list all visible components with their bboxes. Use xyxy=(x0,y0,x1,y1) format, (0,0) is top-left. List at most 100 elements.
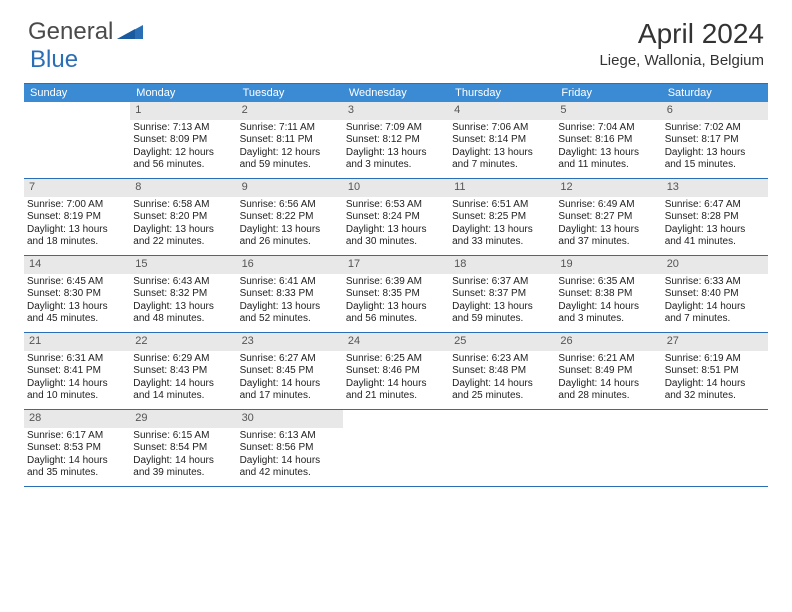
day-body xyxy=(24,120,130,126)
weekday-friday: Friday xyxy=(555,84,661,102)
day-line: Daylight: 14 hours xyxy=(27,378,127,391)
day-line: and 56 minutes. xyxy=(133,159,233,172)
day-line: Daylight: 12 hours xyxy=(133,147,233,160)
day-line: Sunrise: 6:23 AM xyxy=(452,353,552,366)
day-line: and 30 minutes. xyxy=(346,236,446,249)
day-line: and 32 minutes. xyxy=(665,390,765,403)
day-line: Sunset: 8:54 PM xyxy=(133,442,233,455)
day-number: 25 xyxy=(449,333,555,351)
day-line: Sunset: 8:16 PM xyxy=(558,134,658,147)
day-number: 2 xyxy=(237,102,343,120)
day-cell: 14Sunrise: 6:45 AMSunset: 8:30 PMDayligh… xyxy=(24,256,130,332)
day-cell: 18Sunrise: 6:37 AMSunset: 8:37 PMDayligh… xyxy=(449,256,555,332)
day-line: Sunset: 8:53 PM xyxy=(27,442,127,455)
day-body xyxy=(343,428,449,434)
day-line: Daylight: 14 hours xyxy=(665,301,765,314)
day-line: Daylight: 14 hours xyxy=(27,455,127,468)
day-cell xyxy=(449,410,555,486)
day-line: Sunset: 8:46 PM xyxy=(346,365,446,378)
day-cell: 8Sunrise: 6:58 AMSunset: 8:20 PMDaylight… xyxy=(130,179,236,255)
day-line: and 21 minutes. xyxy=(346,390,446,403)
day-line: Daylight: 13 hours xyxy=(665,147,765,160)
day-cell xyxy=(24,102,130,178)
day-line: Sunset: 8:12 PM xyxy=(346,134,446,147)
day-line: Sunrise: 7:04 AM xyxy=(558,122,658,135)
day-line: Sunset: 8:24 PM xyxy=(346,211,446,224)
day-cell: 2Sunrise: 7:11 AMSunset: 8:11 PMDaylight… xyxy=(237,102,343,178)
day-line: Sunrise: 6:49 AM xyxy=(558,199,658,212)
day-line: and 39 minutes. xyxy=(133,467,233,480)
day-line: Daylight: 14 hours xyxy=(452,378,552,391)
day-line: Sunrise: 6:43 AM xyxy=(133,276,233,289)
day-line: Sunset: 8:11 PM xyxy=(240,134,340,147)
day-line: and 17 minutes. xyxy=(240,390,340,403)
day-line: and 15 minutes. xyxy=(665,159,765,172)
day-body: Sunrise: 7:04 AMSunset: 8:16 PMDaylight:… xyxy=(555,120,661,176)
calendar: SundayMondayTuesdayWednesdayThursdayFrid… xyxy=(24,83,768,487)
day-line: and 7 minutes. xyxy=(452,159,552,172)
day-number: 5 xyxy=(555,102,661,120)
day-line: Sunset: 8:51 PM xyxy=(665,365,765,378)
day-line: and 28 minutes. xyxy=(558,390,658,403)
day-line: Daylight: 13 hours xyxy=(133,224,233,237)
day-body: Sunrise: 6:27 AMSunset: 8:45 PMDaylight:… xyxy=(237,351,343,407)
day-line: Sunset: 8:22 PM xyxy=(240,211,340,224)
day-number: 4 xyxy=(449,102,555,120)
day-body: Sunrise: 6:39 AMSunset: 8:35 PMDaylight:… xyxy=(343,274,449,330)
day-body: Sunrise: 6:31 AMSunset: 8:41 PMDaylight:… xyxy=(24,351,130,407)
day-number: 21 xyxy=(24,333,130,351)
day-line: and 18 minutes. xyxy=(27,236,127,249)
week-row: 7Sunrise: 7:00 AMSunset: 8:19 PMDaylight… xyxy=(24,179,768,256)
day-cell: 25 Sunrise: 6:23 AMSunset: 8:48 PMDayligh… xyxy=(449,333,555,409)
day-line: Sunrise: 6:53 AM xyxy=(346,199,446,212)
day-body: Sunrise: 6:19 AMSunset: 8:51 PMDaylight:… xyxy=(662,351,768,407)
weekday-header-row: SundayMondayTuesdayWednesdayThursdayFrid… xyxy=(24,84,768,102)
day-number: 1 xyxy=(130,102,236,120)
day-cell: 23Sunrise: 6:27 AMSunset: 8:45 PMDayligh… xyxy=(237,333,343,409)
day-line: Sunrise: 6:47 AM xyxy=(665,199,765,212)
title-block: April 2024 Liege, Wallonia, Belgium xyxy=(599,18,764,69)
day-line: Sunset: 8:56 PM xyxy=(240,442,340,455)
day-line: Daylight: 14 hours xyxy=(558,301,658,314)
day-cell: 15Sunrise: 6:43 AMSunset: 8:32 PMDayligh… xyxy=(130,256,236,332)
day-line: Sunset: 8:40 PM xyxy=(665,288,765,301)
day-number: 11 xyxy=(449,179,555,197)
day-body xyxy=(449,428,555,434)
day-number: 15 xyxy=(130,256,236,274)
day-number: 17 xyxy=(343,256,449,274)
logo: General xyxy=(28,18,145,46)
day-line: and 37 minutes. xyxy=(558,236,658,249)
day-cell: 22Sunrise: 6:29 AMSunset: 8:43 PMDayligh… xyxy=(130,333,236,409)
weekday-saturday: Saturday xyxy=(662,84,768,102)
day-line: Daylight: 13 hours xyxy=(133,301,233,314)
day-line: Sunrise: 6:39 AM xyxy=(346,276,446,289)
day-line: Daylight: 13 hours xyxy=(452,301,552,314)
day-line: Sunrise: 6:37 AM xyxy=(452,276,552,289)
day-line: Sunrise: 7:13 AM xyxy=(133,122,233,135)
day-line: Daylight: 14 hours xyxy=(346,378,446,391)
day-line: Daylight: 13 hours xyxy=(27,224,127,237)
day-number: 19 xyxy=(555,256,661,274)
day-body: Sunrise: 6:45 AMSunset: 8:30 PMDaylight:… xyxy=(24,274,130,330)
day-line: and 42 minutes. xyxy=(240,467,340,480)
week-row: 21Sunrise: 6:31 AMSunset: 8:41 PMDayligh… xyxy=(24,333,768,410)
day-line: Daylight: 13 hours xyxy=(346,224,446,237)
day-cell: 19Sunrise: 6:35 AMSunset: 8:38 PMDayligh… xyxy=(555,256,661,332)
day-line: and 3 minutes. xyxy=(346,159,446,172)
day-cell: 29Sunrise: 6:15 AMSunset: 8:54 PMDayligh… xyxy=(130,410,236,486)
day-line: Daylight: 13 hours xyxy=(665,224,765,237)
day-body: Sunrise: 7:09 AMSunset: 8:12 PMDaylight:… xyxy=(343,120,449,176)
day-cell: 17Sunrise: 6:39 AMSunset: 8:35 PMDayligh… xyxy=(343,256,449,332)
day-line: Sunrise: 6:51 AM xyxy=(452,199,552,212)
day-number: 3 xyxy=(343,102,449,120)
day-cell: 27Sunrise: 6:19 AMSunset: 8:51 PMDayligh… xyxy=(662,333,768,409)
day-line: and 26 minutes. xyxy=(240,236,340,249)
day-line: Sunset: 8:48 PM xyxy=(452,365,552,378)
day-cell: 16Sunrise: 6:41 AMSunset: 8:33 PMDayligh… xyxy=(237,256,343,332)
day-body: Sunrise: 7:11 AMSunset: 8:11 PMDaylight:… xyxy=(237,120,343,176)
day-line: Daylight: 14 hours xyxy=(133,378,233,391)
day-body: Sunrise: 6:17 AMSunset: 8:53 PMDaylight:… xyxy=(24,428,130,484)
day-line: and 41 minutes. xyxy=(665,236,765,249)
day-line: Sunset: 8:33 PM xyxy=(240,288,340,301)
week-row: 14Sunrise: 6:45 AMSunset: 8:30 PMDayligh… xyxy=(24,256,768,333)
